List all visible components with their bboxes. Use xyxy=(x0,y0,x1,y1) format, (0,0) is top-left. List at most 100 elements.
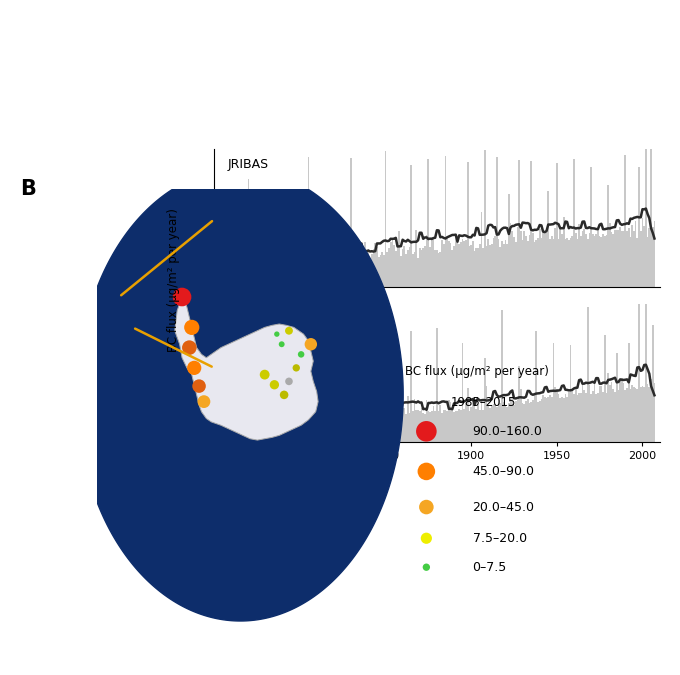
Bar xyxy=(403,246,405,287)
Point xyxy=(421,502,432,512)
Bar xyxy=(333,408,335,442)
Bar xyxy=(375,404,376,442)
Bar xyxy=(232,256,234,287)
Bar xyxy=(652,227,653,287)
Bar xyxy=(488,406,489,442)
Bar xyxy=(501,241,503,287)
Bar xyxy=(418,259,419,287)
Bar xyxy=(218,271,220,287)
Bar xyxy=(328,259,330,287)
Bar xyxy=(362,260,364,287)
Bar xyxy=(640,231,642,287)
Point xyxy=(259,369,270,380)
Point xyxy=(177,292,188,302)
Bar xyxy=(553,238,554,287)
Bar xyxy=(489,245,491,287)
Bar xyxy=(554,387,556,442)
Bar xyxy=(474,398,475,442)
Bar xyxy=(323,416,324,442)
Bar xyxy=(398,232,400,287)
Bar xyxy=(328,418,330,442)
Bar xyxy=(307,157,309,287)
Bar xyxy=(486,246,488,287)
Bar xyxy=(243,256,244,287)
Bar xyxy=(246,258,248,287)
Bar xyxy=(239,260,241,287)
Bar xyxy=(479,244,481,287)
Bar xyxy=(640,387,642,442)
Bar xyxy=(545,228,547,287)
Bar xyxy=(652,325,653,442)
Bar xyxy=(426,400,428,442)
Bar xyxy=(613,234,614,287)
Bar xyxy=(532,400,534,442)
Bar xyxy=(415,410,418,442)
Point xyxy=(421,533,432,543)
Bar xyxy=(462,344,464,442)
Bar xyxy=(534,242,535,287)
Bar xyxy=(367,248,369,287)
Bar xyxy=(318,255,320,287)
Bar xyxy=(429,412,431,442)
Bar xyxy=(511,232,513,287)
Text: Gomez: Gomez xyxy=(228,313,271,327)
Bar xyxy=(369,260,371,287)
Bar xyxy=(294,254,296,287)
Bar xyxy=(306,259,307,287)
Bar xyxy=(642,386,643,442)
Bar xyxy=(227,261,228,287)
Bar xyxy=(599,386,600,442)
Bar xyxy=(650,140,652,287)
Bar xyxy=(609,385,611,442)
Bar xyxy=(558,239,560,287)
Bar xyxy=(422,248,424,287)
Bar xyxy=(241,256,243,287)
Bar xyxy=(580,236,581,287)
Bar xyxy=(360,414,362,442)
Bar xyxy=(390,242,392,287)
Bar xyxy=(525,401,527,442)
Bar xyxy=(367,412,369,442)
Bar xyxy=(544,232,545,287)
Bar xyxy=(304,414,306,442)
Bar xyxy=(611,383,613,442)
Bar xyxy=(392,415,393,442)
Bar xyxy=(501,310,503,442)
Bar xyxy=(393,246,395,287)
Bar xyxy=(561,397,563,442)
Bar xyxy=(604,335,606,442)
Bar xyxy=(379,255,381,287)
Bar xyxy=(388,414,390,442)
Bar xyxy=(547,397,549,442)
Bar xyxy=(214,269,215,287)
Bar xyxy=(260,269,261,287)
Bar xyxy=(296,254,297,287)
Bar xyxy=(460,410,462,442)
Bar xyxy=(366,252,367,287)
Bar xyxy=(330,417,332,442)
Bar xyxy=(424,246,426,287)
Bar xyxy=(375,242,376,287)
Bar xyxy=(456,411,458,442)
Bar xyxy=(421,250,422,287)
Bar xyxy=(350,158,352,287)
Text: B: B xyxy=(20,179,36,199)
Bar xyxy=(537,402,539,442)
Bar xyxy=(376,246,378,287)
Bar xyxy=(428,410,429,442)
Bar xyxy=(522,403,524,442)
Bar xyxy=(332,250,333,287)
Bar xyxy=(496,157,498,287)
Bar xyxy=(544,398,545,442)
Bar xyxy=(633,231,634,287)
Bar xyxy=(628,228,630,287)
Bar xyxy=(385,151,386,287)
Bar xyxy=(228,261,231,287)
Bar xyxy=(396,414,398,442)
Bar xyxy=(409,414,410,442)
Bar xyxy=(507,406,508,442)
Bar xyxy=(464,241,465,287)
Bar xyxy=(560,398,561,442)
Bar xyxy=(453,246,455,287)
Bar xyxy=(580,394,581,442)
